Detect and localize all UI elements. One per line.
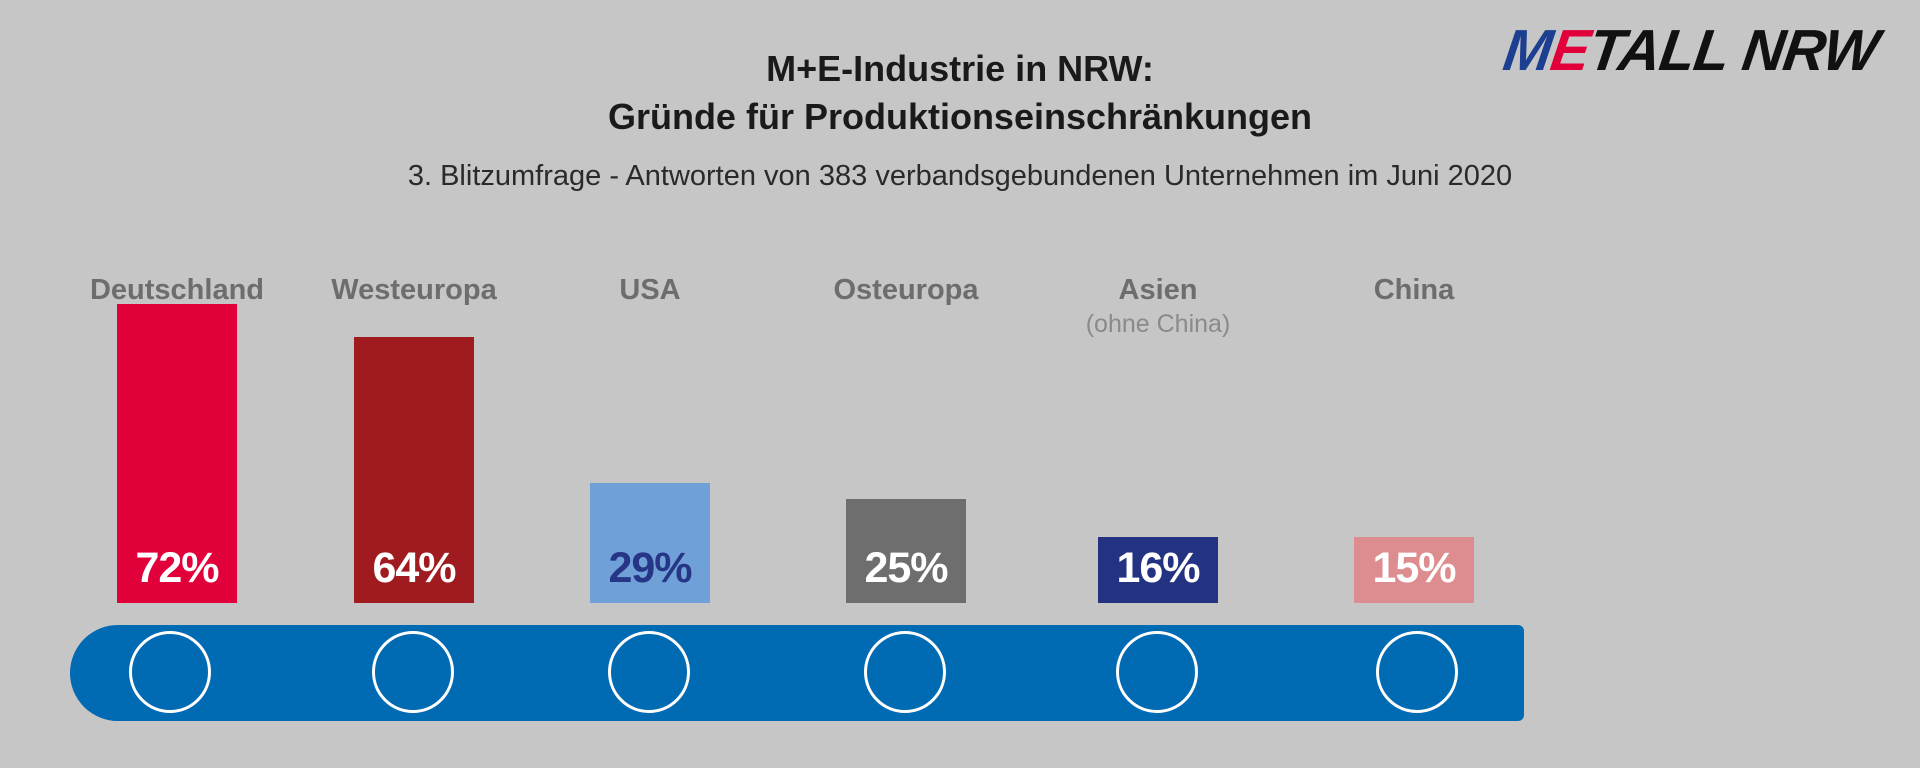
conveyor-belt — [70, 625, 1524, 721]
belt-roller-1 — [129, 631, 211, 713]
value-label-asien: 16% — [1116, 544, 1200, 592]
category-label-china: China — [1373, 274, 1455, 306]
bar-usa — [590, 483, 710, 603]
bar-deutschland — [117, 304, 237, 603]
category-label-deutschland: Deutschland — [89, 274, 265, 306]
belt-roller-6 — [1376, 631, 1458, 713]
bar-china — [1354, 537, 1474, 603]
category-label-asien: Asien — [1118, 274, 1198, 306]
belt-roller-3 — [608, 631, 690, 713]
value-label-westeuropa: 64% — [372, 544, 456, 592]
chart-title-line-2: Gründe für Produktionseinschränkungen — [607, 96, 1313, 137]
value-label-deutschland: 72% — [135, 544, 219, 592]
value-label-usa: 29% — [608, 544, 692, 592]
chart-title-line-1: M+E-Industrie in NRW: — [766, 48, 1154, 89]
value-label-osteuropa: 25% — [864, 544, 948, 592]
belt-roller-4 — [864, 631, 946, 713]
belt-roller-5 — [1116, 631, 1198, 713]
category-note-asien: (ohne China) — [1085, 310, 1231, 338]
bar-westeuropa — [354, 337, 474, 603]
category-label-westeuropa: Westeuropa — [331, 274, 497, 306]
bar-osteuropa — [846, 499, 966, 603]
belt-roller-2 — [372, 631, 454, 713]
category-label-osteuropa: Osteuropa — [833, 274, 979, 306]
bar-asien — [1098, 537, 1218, 603]
category-label-usa: USA — [619, 274, 681, 306]
value-label-china: 15% — [1372, 544, 1456, 592]
chart-subtitle: 3. Blitzumfrage - Antworten von 383 verb… — [407, 160, 1513, 192]
